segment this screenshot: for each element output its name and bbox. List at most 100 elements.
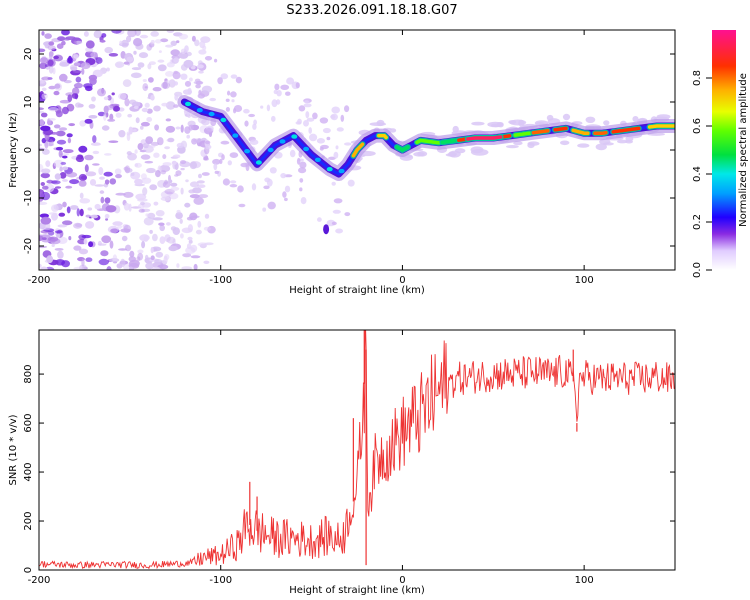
noise-blob bbox=[331, 181, 336, 186]
noise-blob bbox=[94, 184, 105, 187]
noise-blob bbox=[41, 227, 51, 231]
noise-blob bbox=[235, 76, 242, 84]
noise-blob bbox=[129, 250, 135, 258]
noise-blob bbox=[131, 67, 142, 71]
noise-blob bbox=[40, 112, 48, 118]
noise-blob bbox=[127, 30, 137, 38]
noise-blob bbox=[87, 207, 93, 211]
snr-frame bbox=[38, 329, 676, 571]
noise-blob bbox=[305, 111, 310, 119]
noise-blob bbox=[173, 81, 179, 86]
noise-blob bbox=[196, 180, 205, 184]
noise-blob bbox=[188, 239, 193, 244]
noise-blob bbox=[289, 149, 296, 158]
noise-blob bbox=[85, 40, 95, 49]
noise-blob bbox=[69, 179, 80, 185]
noise-blob bbox=[143, 217, 154, 226]
noise-blob bbox=[157, 59, 165, 63]
noise-blob bbox=[170, 182, 178, 187]
noise-blob bbox=[312, 112, 318, 120]
noise-blob bbox=[316, 138, 325, 144]
noise-blob bbox=[221, 154, 225, 161]
noise-blob bbox=[84, 118, 93, 124]
noise-blob bbox=[90, 142, 101, 146]
noise-blob bbox=[58, 150, 63, 158]
noise-blob bbox=[194, 39, 200, 47]
noise-blob bbox=[73, 40, 77, 44]
noise-blob bbox=[51, 213, 58, 221]
noise-blob bbox=[48, 118, 56, 121]
noise-blob bbox=[147, 63, 152, 70]
noise-blob bbox=[39, 263, 42, 268]
noise-blob bbox=[157, 137, 164, 146]
noise-blob bbox=[198, 194, 209, 199]
ridge-spot bbox=[185, 101, 191, 107]
noise-blob bbox=[454, 148, 466, 154]
noise-blob bbox=[48, 51, 54, 57]
noise-blob bbox=[39, 192, 44, 198]
noise-blob bbox=[59, 172, 67, 179]
noise-blob bbox=[162, 154, 167, 160]
noise-blob bbox=[39, 119, 45, 126]
noise-blob bbox=[187, 87, 192, 95]
noise-blob bbox=[54, 248, 64, 251]
noise-blob bbox=[161, 102, 169, 107]
noise-blob bbox=[106, 105, 114, 111]
noise-blob bbox=[546, 114, 554, 121]
noise-blob bbox=[213, 163, 218, 171]
noise-blob bbox=[48, 85, 56, 90]
noise-blob bbox=[115, 192, 126, 196]
noise-blob bbox=[39, 201, 48, 205]
noise-blob bbox=[93, 30, 102, 39]
noise-blob bbox=[197, 93, 205, 99]
noise-blob bbox=[201, 172, 210, 176]
colorbar-tick-label: 0.6 bbox=[692, 118, 703, 134]
noise-blob bbox=[81, 68, 85, 75]
noise-blob bbox=[184, 45, 189, 53]
noise-blob bbox=[165, 44, 174, 48]
ridge-spot bbox=[244, 149, 251, 154]
noise-blob bbox=[137, 249, 144, 254]
noise-blob bbox=[105, 205, 117, 213]
noise-blob bbox=[64, 80, 72, 84]
ridge-spot bbox=[196, 108, 203, 113]
noise-blob bbox=[141, 177, 152, 184]
noise-blob bbox=[280, 84, 290, 91]
noise-blob bbox=[189, 161, 197, 170]
noise-blob bbox=[51, 243, 55, 247]
noise-blob bbox=[320, 144, 329, 150]
noise-blob bbox=[41, 137, 47, 144]
noise-blob bbox=[198, 70, 204, 74]
noise-blob bbox=[181, 266, 193, 270]
noise-blob bbox=[60, 161, 67, 165]
noise-blob bbox=[58, 212, 66, 217]
noise-blob bbox=[53, 159, 64, 168]
noise-blob bbox=[175, 126, 181, 130]
spectrogram-x-axis-title: Height of straight line (km) bbox=[289, 285, 425, 296]
noise-blob bbox=[67, 94, 73, 102]
noise-blob bbox=[625, 140, 633, 144]
snr-series bbox=[39, 330, 675, 570]
noise-blob bbox=[149, 229, 153, 234]
noise-blob bbox=[214, 170, 219, 174]
noise-blob bbox=[39, 48, 46, 53]
noise-blob bbox=[48, 107, 59, 112]
noise-blob bbox=[332, 209, 341, 214]
noise-blob bbox=[73, 82, 83, 89]
noise-blob bbox=[322, 127, 331, 134]
ridge-hot-segment bbox=[377, 133, 388, 140]
noise-blob bbox=[172, 154, 181, 159]
noise-blob bbox=[133, 105, 139, 109]
noise-blob bbox=[144, 160, 154, 164]
noise-blob bbox=[104, 153, 112, 156]
noise-blob bbox=[562, 113, 571, 121]
y-tick-label: 0 bbox=[23, 147, 34, 153]
y-tick-label: 10 bbox=[23, 96, 34, 109]
noise-blob bbox=[51, 204, 59, 212]
noise-blob bbox=[138, 203, 145, 209]
noise-blob bbox=[164, 146, 171, 150]
noise-blob bbox=[172, 227, 180, 236]
noise-blob bbox=[83, 238, 88, 245]
noise-blob bbox=[51, 180, 61, 185]
y-tick-label: -10 bbox=[23, 190, 34, 206]
